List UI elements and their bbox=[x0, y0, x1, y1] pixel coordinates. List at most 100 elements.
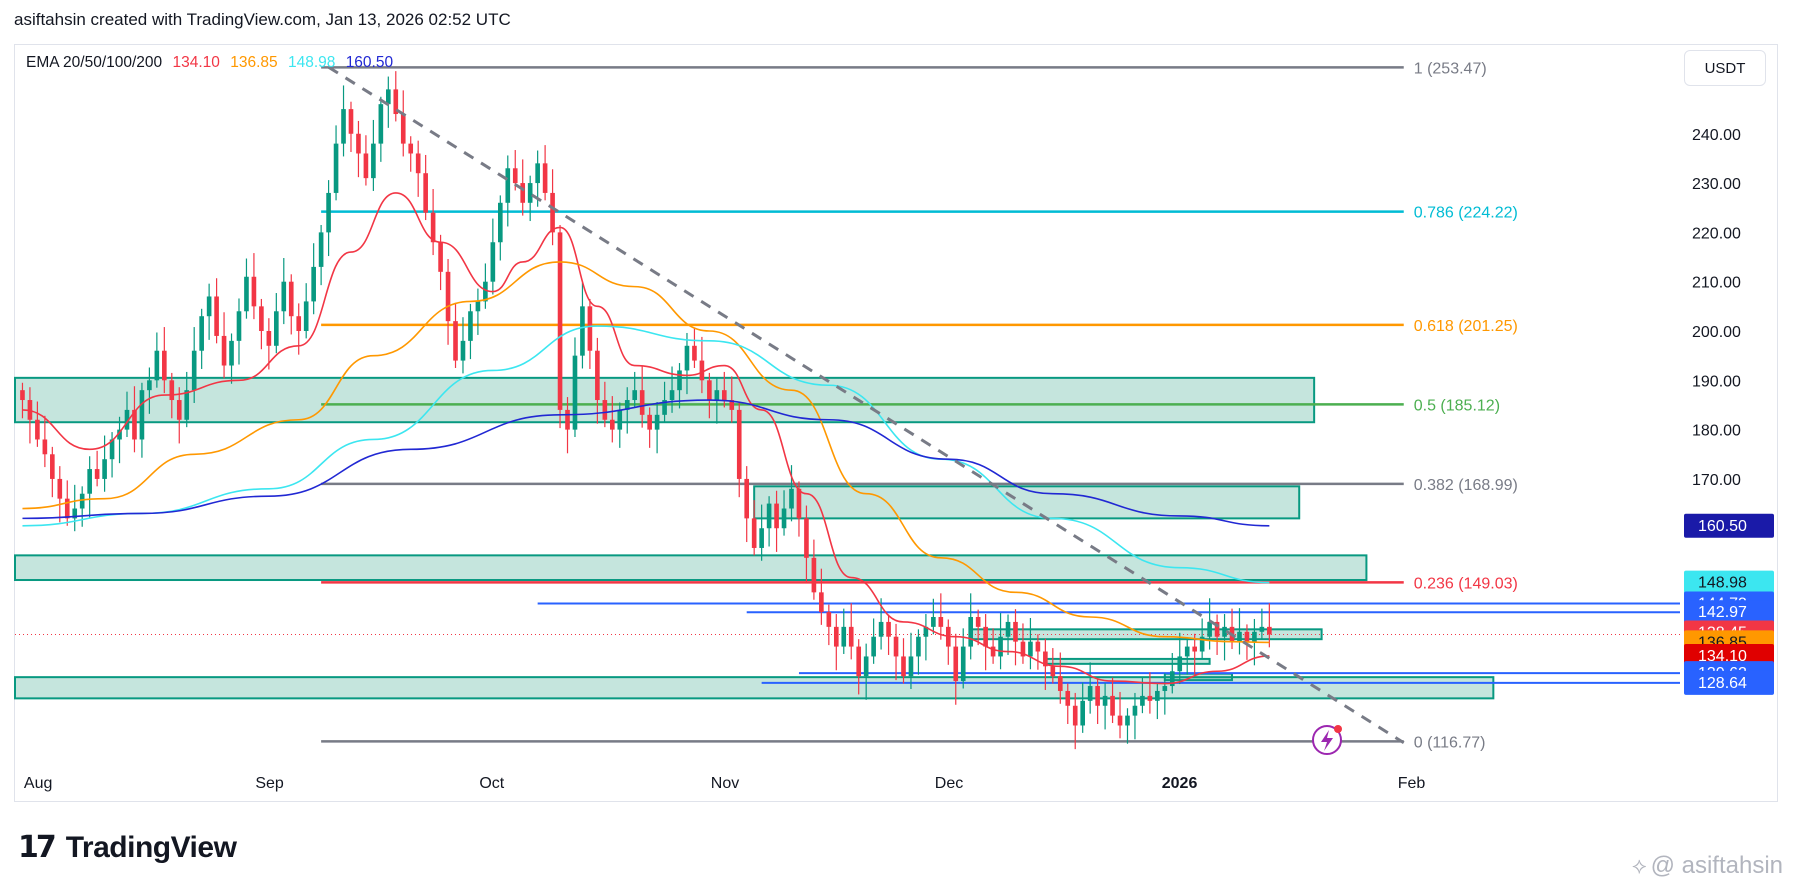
candle-body bbox=[1035, 641, 1041, 652]
candle-body bbox=[1065, 690, 1071, 706]
candle-body bbox=[692, 345, 697, 361]
fib-label-5: 0.236 (149.03) bbox=[1414, 575, 1518, 592]
candle-body bbox=[998, 636, 1003, 657]
candle-body bbox=[684, 345, 690, 371]
x-tick-label-1: Sep bbox=[255, 775, 284, 792]
candle-body bbox=[595, 350, 600, 401]
candle-body bbox=[1177, 656, 1183, 672]
candle-body bbox=[117, 429, 122, 440]
fib-label-0: 1 (253.47) bbox=[1414, 60, 1487, 77]
candle-body bbox=[453, 321, 458, 361]
candle-body bbox=[968, 617, 974, 647]
alert-icon[interactable] bbox=[1312, 725, 1342, 755]
candle-body bbox=[609, 419, 615, 430]
candle-body bbox=[393, 89, 399, 115]
candle-body bbox=[274, 311, 279, 346]
x-tick-label-3: Nov bbox=[711, 775, 739, 792]
candle-body bbox=[214, 296, 219, 336]
candle-body bbox=[124, 409, 130, 430]
candle-body bbox=[497, 202, 503, 243]
candle-body bbox=[960, 646, 966, 682]
candle-body bbox=[766, 503, 772, 529]
candle-body bbox=[759, 528, 764, 548]
candle-body bbox=[288, 281, 294, 317]
candle-body bbox=[542, 163, 548, 193]
candle-body bbox=[624, 400, 630, 410]
ema-legend-label: EMA 20/50/100/200 bbox=[26, 54, 163, 71]
candle-body bbox=[1252, 631, 1257, 642]
candle-body bbox=[1057, 676, 1063, 691]
candle-body bbox=[916, 636, 921, 657]
ema-line-2 bbox=[22, 261, 1270, 644]
candle-body bbox=[475, 301, 481, 312]
candle-body bbox=[139, 390, 145, 440]
candle-body bbox=[512, 168, 518, 184]
candle-body bbox=[132, 409, 137, 440]
price-tag-1 bbox=[1684, 570, 1774, 595]
candle-body bbox=[445, 271, 451, 322]
candle-body bbox=[781, 508, 787, 529]
price-tag-value-0: 160.50 bbox=[1698, 518, 1747, 535]
tradingview-wordmark: TradingView bbox=[65, 830, 237, 864]
currency-button[interactable]: USDT bbox=[1684, 50, 1766, 86]
candle-body bbox=[423, 173, 428, 213]
candle-body bbox=[236, 311, 242, 341]
candle-body bbox=[1140, 695, 1145, 706]
support-layer bbox=[15, 602, 1680, 684]
x-tick-label-0: Aug bbox=[24, 775, 52, 792]
candle-body bbox=[878, 621, 884, 637]
candle-body bbox=[1028, 641, 1033, 657]
candle-body bbox=[1110, 695, 1115, 716]
candle-body bbox=[154, 350, 160, 381]
candle-body bbox=[796, 488, 802, 519]
ema-layer bbox=[22, 192, 1270, 685]
candle-body bbox=[415, 153, 421, 174]
y-tick-label-7: 170.00 bbox=[1692, 472, 1741, 489]
candle-body bbox=[1169, 671, 1175, 687]
x-tick-label-4: Dec bbox=[935, 775, 963, 792]
candle-body bbox=[931, 617, 936, 627]
candle-body bbox=[1132, 705, 1138, 716]
candle-body bbox=[975, 617, 981, 627]
ema-200-value: 160.50 bbox=[345, 54, 394, 71]
fib-layer: 1 (253.47) 0.786 (224.22) 0.618 (201.25) 0.… bbox=[321, 60, 1518, 751]
tradingview-logo[interactable]: 17 TradingView bbox=[18, 830, 237, 865]
ema-line-1 bbox=[22, 192, 1270, 685]
candle-body bbox=[617, 409, 623, 430]
candle-body bbox=[789, 488, 794, 509]
candle-body bbox=[856, 646, 862, 677]
candle-body bbox=[348, 109, 354, 134]
candle-body bbox=[893, 636, 899, 657]
candle-body bbox=[333, 143, 339, 193]
watermark-handle: @ asiftahsin bbox=[1650, 852, 1783, 879]
x-tick-label-6: Feb bbox=[1398, 775, 1426, 792]
candle-body bbox=[42, 439, 48, 455]
fib-label-3: 0.5 (185.12) bbox=[1414, 397, 1500, 414]
candle-body bbox=[1267, 626, 1272, 635]
candle-body bbox=[296, 316, 302, 331]
price-tag-layer: 160.50148.98144.73142.97138.4521:07:2013… bbox=[1684, 513, 1774, 695]
candle-body bbox=[654, 414, 660, 430]
candle-body bbox=[356, 133, 361, 154]
candle-body bbox=[744, 478, 750, 519]
y-tick-label-1: 230.00 bbox=[1692, 176, 1741, 193]
candle-body bbox=[184, 390, 190, 420]
candle-body bbox=[774, 503, 779, 529]
candle-body bbox=[326, 192, 331, 233]
candle-body bbox=[1013, 621, 1018, 642]
candle-body bbox=[632, 390, 638, 401]
candle-body bbox=[1005, 621, 1011, 637]
fib-label-6: 0 (116.77) bbox=[1414, 734, 1486, 751]
candle-body bbox=[259, 306, 264, 331]
candle-body bbox=[206, 296, 212, 317]
candle-body bbox=[94, 469, 100, 479]
candle-body bbox=[400, 114, 406, 144]
candle-body bbox=[251, 276, 257, 307]
candle-body bbox=[1222, 626, 1227, 637]
candle-body bbox=[147, 380, 152, 391]
ema-legend[interactable]: EMA 20/50/100/200 134.10 136.85 148.98 1… bbox=[26, 54, 399, 72]
zone-box-2 bbox=[14, 554, 1368, 582]
candle-body bbox=[266, 331, 272, 346]
candle-body bbox=[1087, 686, 1093, 701]
